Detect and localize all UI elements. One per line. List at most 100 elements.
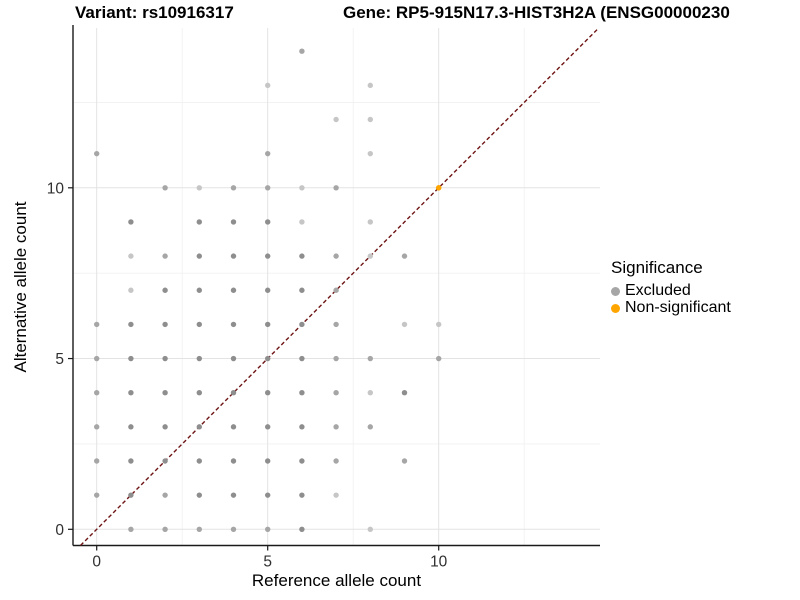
data-point-excluded bbox=[128, 287, 134, 293]
x-axis-label: Reference allele count bbox=[251, 571, 422, 590]
data-point-excluded bbox=[230, 526, 237, 532]
data-point-excluded bbox=[162, 355, 168, 362]
data-point-excluded bbox=[367, 526, 373, 532]
data-point-excluded bbox=[230, 185, 237, 191]
data-point-excluded bbox=[265, 390, 271, 396]
data-point-excluded bbox=[333, 287, 339, 293]
data-point-excluded bbox=[196, 321, 202, 328]
data-point-excluded bbox=[333, 116, 339, 123]
data-point-excluded bbox=[128, 355, 134, 362]
data-point-excluded bbox=[196, 458, 202, 464]
data-point-excluded bbox=[401, 321, 408, 328]
data-point-excluded bbox=[230, 492, 237, 498]
data-point-excluded bbox=[367, 219, 373, 225]
data-point-excluded bbox=[367, 253, 373, 259]
data-point-excluded bbox=[299, 355, 305, 362]
chart-title-gene: Gene: RP5-915N17.3-HIST3H2A (ENSG0000023… bbox=[343, 3, 730, 22]
data-point-excluded bbox=[265, 253, 271, 259]
legend-item-excluded: Excluded bbox=[611, 282, 796, 299]
data-point-excluded bbox=[196, 424, 202, 430]
data-point-excluded bbox=[196, 253, 202, 259]
data-point-excluded bbox=[265, 82, 271, 89]
data-point-excluded bbox=[299, 424, 305, 430]
data-point-excluded bbox=[128, 253, 134, 259]
x-tick-label: 5 bbox=[263, 554, 272, 571]
data-point-excluded bbox=[265, 321, 271, 328]
data-point-excluded bbox=[367, 424, 373, 430]
data-point-excluded bbox=[265, 185, 271, 191]
legend-item-non-significant: Non-significant bbox=[611, 299, 796, 316]
data-point-excluded bbox=[333, 492, 339, 498]
data-point-excluded bbox=[128, 424, 134, 430]
data-point-excluded bbox=[265, 287, 271, 293]
y-tick-label: 10 bbox=[47, 180, 65, 197]
data-point-excluded bbox=[128, 390, 134, 396]
data-point-excluded bbox=[265, 492, 271, 498]
data-point-excluded bbox=[299, 458, 305, 464]
data-point-excluded bbox=[367, 116, 373, 123]
y-tick-label: 5 bbox=[55, 351, 64, 368]
data-point-excluded bbox=[196, 492, 202, 498]
data-point-excluded bbox=[94, 458, 100, 464]
data-point-excluded bbox=[162, 424, 168, 430]
data-point-excluded bbox=[162, 526, 168, 532]
data-point-excluded bbox=[162, 185, 168, 191]
data-point-excluded bbox=[94, 321, 100, 328]
data-point-excluded bbox=[94, 424, 100, 430]
data-point-excluded bbox=[230, 458, 237, 464]
data-point-excluded bbox=[162, 321, 168, 328]
data-point-excluded bbox=[196, 219, 202, 225]
data-point-excluded bbox=[265, 458, 271, 464]
y-tick-label: 0 bbox=[55, 522, 64, 539]
data-point-excluded bbox=[299, 526, 305, 532]
data-point-excluded bbox=[230, 219, 237, 225]
data-point-excluded bbox=[128, 526, 134, 532]
data-point-excluded bbox=[230, 253, 237, 259]
data-point-excluded bbox=[94, 390, 100, 396]
data-point-excluded bbox=[196, 355, 202, 362]
data-point-excluded bbox=[367, 390, 373, 396]
data-point-excluded bbox=[230, 390, 237, 396]
data-point-excluded bbox=[333, 424, 339, 430]
data-point-excluded bbox=[94, 355, 100, 362]
legend-title: Significance bbox=[611, 258, 703, 277]
legend: Significance Excluded Non-significant bbox=[611, 258, 796, 317]
data-point-excluded bbox=[162, 287, 168, 293]
data-point-excluded bbox=[128, 321, 134, 328]
data-point-excluded bbox=[401, 390, 408, 396]
excluded-dot-icon bbox=[611, 286, 620, 296]
data-point-excluded bbox=[230, 321, 237, 328]
data-point-excluded bbox=[230, 424, 237, 430]
identity-line bbox=[79, 27, 600, 546]
data-point-excluded bbox=[299, 492, 305, 498]
data-point-excluded bbox=[162, 253, 168, 259]
y-axis-label: Alternative allele count bbox=[11, 201, 30, 373]
data-point-excluded bbox=[196, 287, 202, 293]
data-point-excluded bbox=[333, 355, 339, 362]
data-point-excluded bbox=[230, 287, 237, 293]
data-point-excluded bbox=[367, 82, 373, 89]
data-point-excluded bbox=[162, 390, 168, 396]
chart-title-variant: Variant: rs10916317 bbox=[75, 3, 234, 22]
data-point-excluded bbox=[333, 253, 339, 259]
data-point-excluded bbox=[436, 355, 442, 362]
x-tick-label: 0 bbox=[92, 554, 101, 571]
data-point-excluded bbox=[333, 185, 339, 191]
data-point-excluded bbox=[333, 390, 339, 396]
data-point-excluded bbox=[299, 321, 305, 328]
data-point-excluded bbox=[299, 185, 305, 191]
data-point-excluded bbox=[162, 458, 168, 464]
data-point-excluded bbox=[299, 48, 305, 54]
data-point-excluded bbox=[333, 458, 339, 464]
legend-label-excluded: Excluded bbox=[625, 282, 691, 299]
data-point-excluded bbox=[196, 185, 202, 191]
data-point-excluded bbox=[196, 526, 202, 532]
data-point-excluded bbox=[299, 390, 305, 396]
legend-label-non-significant: Non-significant bbox=[625, 299, 731, 316]
data-point-excluded bbox=[299, 219, 305, 225]
data-point-excluded bbox=[265, 150, 271, 157]
data-point-excluded bbox=[128, 219, 134, 225]
data-point-non-significant bbox=[435, 185, 442, 191]
